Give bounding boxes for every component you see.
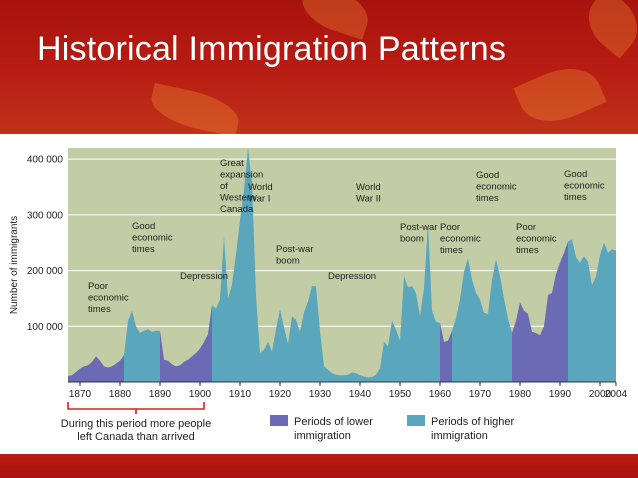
annotation-line: Poor [516,222,536,233]
x-tick-label: 1990 [549,389,572,400]
x-tick-label: 1950 [389,389,412,400]
annotation-line: economic [88,293,129,304]
annotation-line: Good [564,169,587,180]
annotation-line: Canada [220,204,254,215]
x-tick-label: 1880 [109,389,132,400]
footer-band [0,454,638,478]
bracket-note-line-2: left Canada than arrived [77,431,194,443]
annotation-line: times [516,245,539,256]
x-tick-label: 1870 [69,389,92,400]
y-axis-ticks: 400 000 300 000 200 000 100 000 [27,155,64,333]
annotation-line: boom [400,234,424,245]
annotation-line: times [440,245,463,256]
area-higher-1957-1960 [428,223,440,382]
y-tick-label: 200 000 [27,266,64,277]
annotation-poor-economic-times: Poor economic times [88,281,129,315]
leaf-decoration [513,55,607,135]
annotation-good-economic-times: Good economic times [564,169,605,203]
annotation-poor-economic-times: Poor economic times [516,222,557,256]
area-higher-1992-2004 [568,239,616,382]
annotation-line: boom [276,256,300,267]
annotation-line: Great [220,158,244,169]
x-tick-label: 1970 [469,389,492,400]
legend-swatch-lower [270,415,288,426]
annotation-world-war-ii: World War II [356,182,381,205]
annotation-poor-economic-times: Poor economic times [440,222,481,256]
annotation-line: Western [220,193,255,204]
annotation-line: times [88,304,111,315]
legend-label-higher-line-2: immigration [431,430,488,442]
annotation-world-war-i: World War I [248,182,273,205]
annotation-line: Depression [328,271,376,282]
immigration-chart: 400 000 300 000 200 000 100 000 1870 1880 189… [0,134,638,454]
area-lower-1978-1992 [512,241,568,382]
annotation-depression: Depression [328,271,376,282]
legend-label-lower-line-1: Periods of lower [294,416,373,428]
x-tick-label: 2000 [589,389,612,400]
annotation-good-economic-times: Good economic times [476,170,517,204]
y-tick-label: 100 000 [27,322,64,333]
legend: Periods of lower immigration Periods of … [270,415,514,442]
annotation-line: World [356,182,381,193]
x-tick-label: 1940 [349,389,372,400]
annotation-line: times [476,193,499,204]
x-tick-label: 1900 [189,389,212,400]
annotation-great-expansion-of-western-canada: Great expansion of Western Canada [220,158,263,215]
area-higher-1903-1957 [212,148,428,382]
x-tick-label: 1960 [429,389,452,400]
annotation-line: Poor [440,222,460,233]
x-tick-label: 1890 [149,389,172,400]
annotation-post-war-boom: Post-war boom [276,244,313,267]
legend-swatch-higher [407,415,425,426]
emigration-bracket: During this period more people left Cana… [61,402,211,443]
annotation-line: economic [516,234,557,245]
legend-label-lower-line-2: immigration [294,430,351,442]
annotation-line: expansion [220,170,263,181]
annotation-line: economic [440,234,481,245]
annotation-line: Post-war [400,222,437,233]
y-tick-label: 300 000 [27,210,64,221]
annotation-line: World [248,182,273,193]
area-lower-1960-1963 [440,322,452,382]
annotation-line: War II [356,194,381,205]
slide-title: Historical Immigration Patterns [37,30,507,68]
x-tick-label: 2004 [605,389,628,400]
annotation-line: War I [248,194,270,205]
x-tick-label: 1920 [269,389,292,400]
x-tick-label: 1910 [229,389,252,400]
annotation-line: times [132,244,155,255]
annotation-line: Poor [88,281,108,292]
x-axis-ticks: 1870 1880 1890 1900 1910 1920 1930 1940 1950 1960… [69,382,628,400]
y-axis-label: Number of immigrants [9,216,20,314]
area-lower-1890-1903 [160,305,212,382]
area-lower-1867-1881 [68,355,124,382]
leaf-decoration [576,0,638,59]
x-tick-label: 1930 [309,389,332,400]
annotation-line: Good [132,221,155,232]
area-higher-1963-1978 [452,258,512,382]
annotation-good-economic-times: Good economic times [132,221,173,255]
bracket-note-line-1: During this period more people [61,418,211,430]
x-tick-label: 1980 [509,389,532,400]
leaf-decoration [147,83,243,137]
annotation-line: times [564,192,587,203]
annotation-line: Good [476,170,499,181]
y-tick-label: 400 000 [27,155,64,166]
annotation-depression: Depression [180,271,228,282]
area-higher-1881-1890 [124,310,160,382]
annotation-line: Depression [180,271,228,282]
annotation-post-war-boom: Post-war boom [400,222,437,245]
bracket-line [67,402,205,414]
legend-label-higher-line-1: Periods of higher [431,416,514,428]
period-areas [68,148,616,382]
annotation-line: of [220,181,228,192]
annotation-line: economic [132,233,173,244]
title-banner: Historical Immigration Patterns [0,0,638,137]
annotation-line: economic [564,181,605,192]
annotation-line: economic [476,182,517,193]
annotation-line: Post-war [276,244,313,255]
